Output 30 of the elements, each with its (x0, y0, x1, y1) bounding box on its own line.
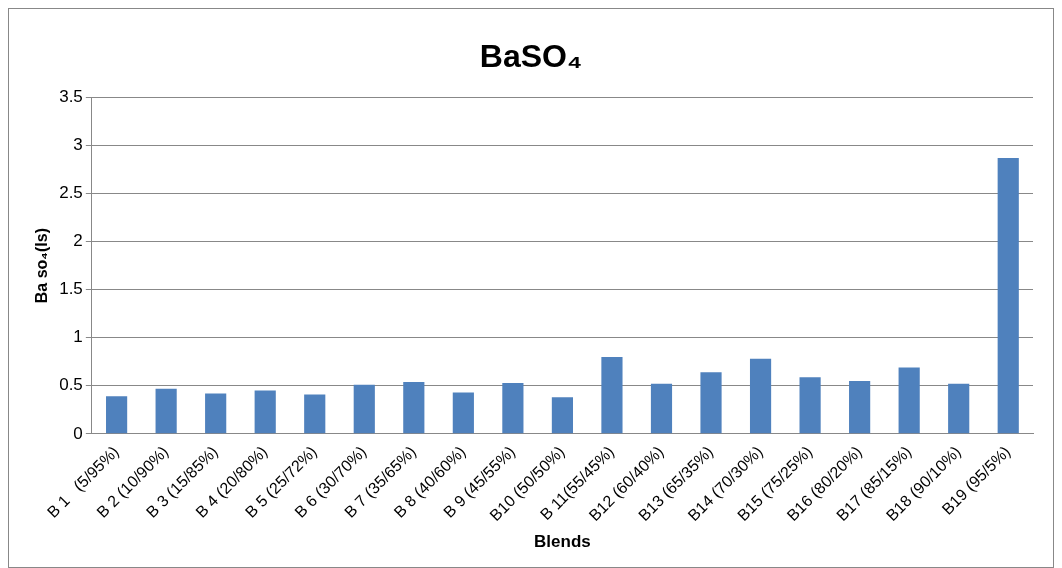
bar (254, 390, 276, 434)
y-tick-label: 2.5 (59, 183, 83, 203)
y-tick-label: 0 (73, 423, 83, 443)
bar (502, 382, 524, 434)
bar (997, 157, 1019, 434)
bar (948, 383, 970, 434)
x-axis-title: Blends (534, 532, 591, 552)
bar (304, 394, 326, 434)
bar (650, 383, 673, 434)
y-tick-label: 2 (73, 231, 83, 251)
bar (898, 367, 920, 434)
bar (106, 396, 128, 434)
bar (799, 377, 821, 434)
y-tick-label: 3.5 (59, 87, 83, 107)
bar (353, 384, 375, 434)
bar (205, 393, 227, 434)
chart-title: BaSO₄ (479, 38, 583, 75)
y-tick-label: 0.5 (59, 375, 83, 395)
bar (403, 381, 425, 434)
y-tick-label: 3 (73, 135, 83, 155)
y-tick-label: 1.5 (59, 279, 83, 299)
bar (849, 380, 871, 434)
bar (551, 397, 573, 434)
bar (601, 356, 623, 434)
y-axis-title: Ba so₄(Is) (33, 228, 51, 304)
bar (155, 388, 177, 434)
bar (700, 372, 722, 434)
bar (452, 392, 474, 434)
y-tick-label: 1 (73, 327, 83, 347)
bar (749, 358, 772, 434)
